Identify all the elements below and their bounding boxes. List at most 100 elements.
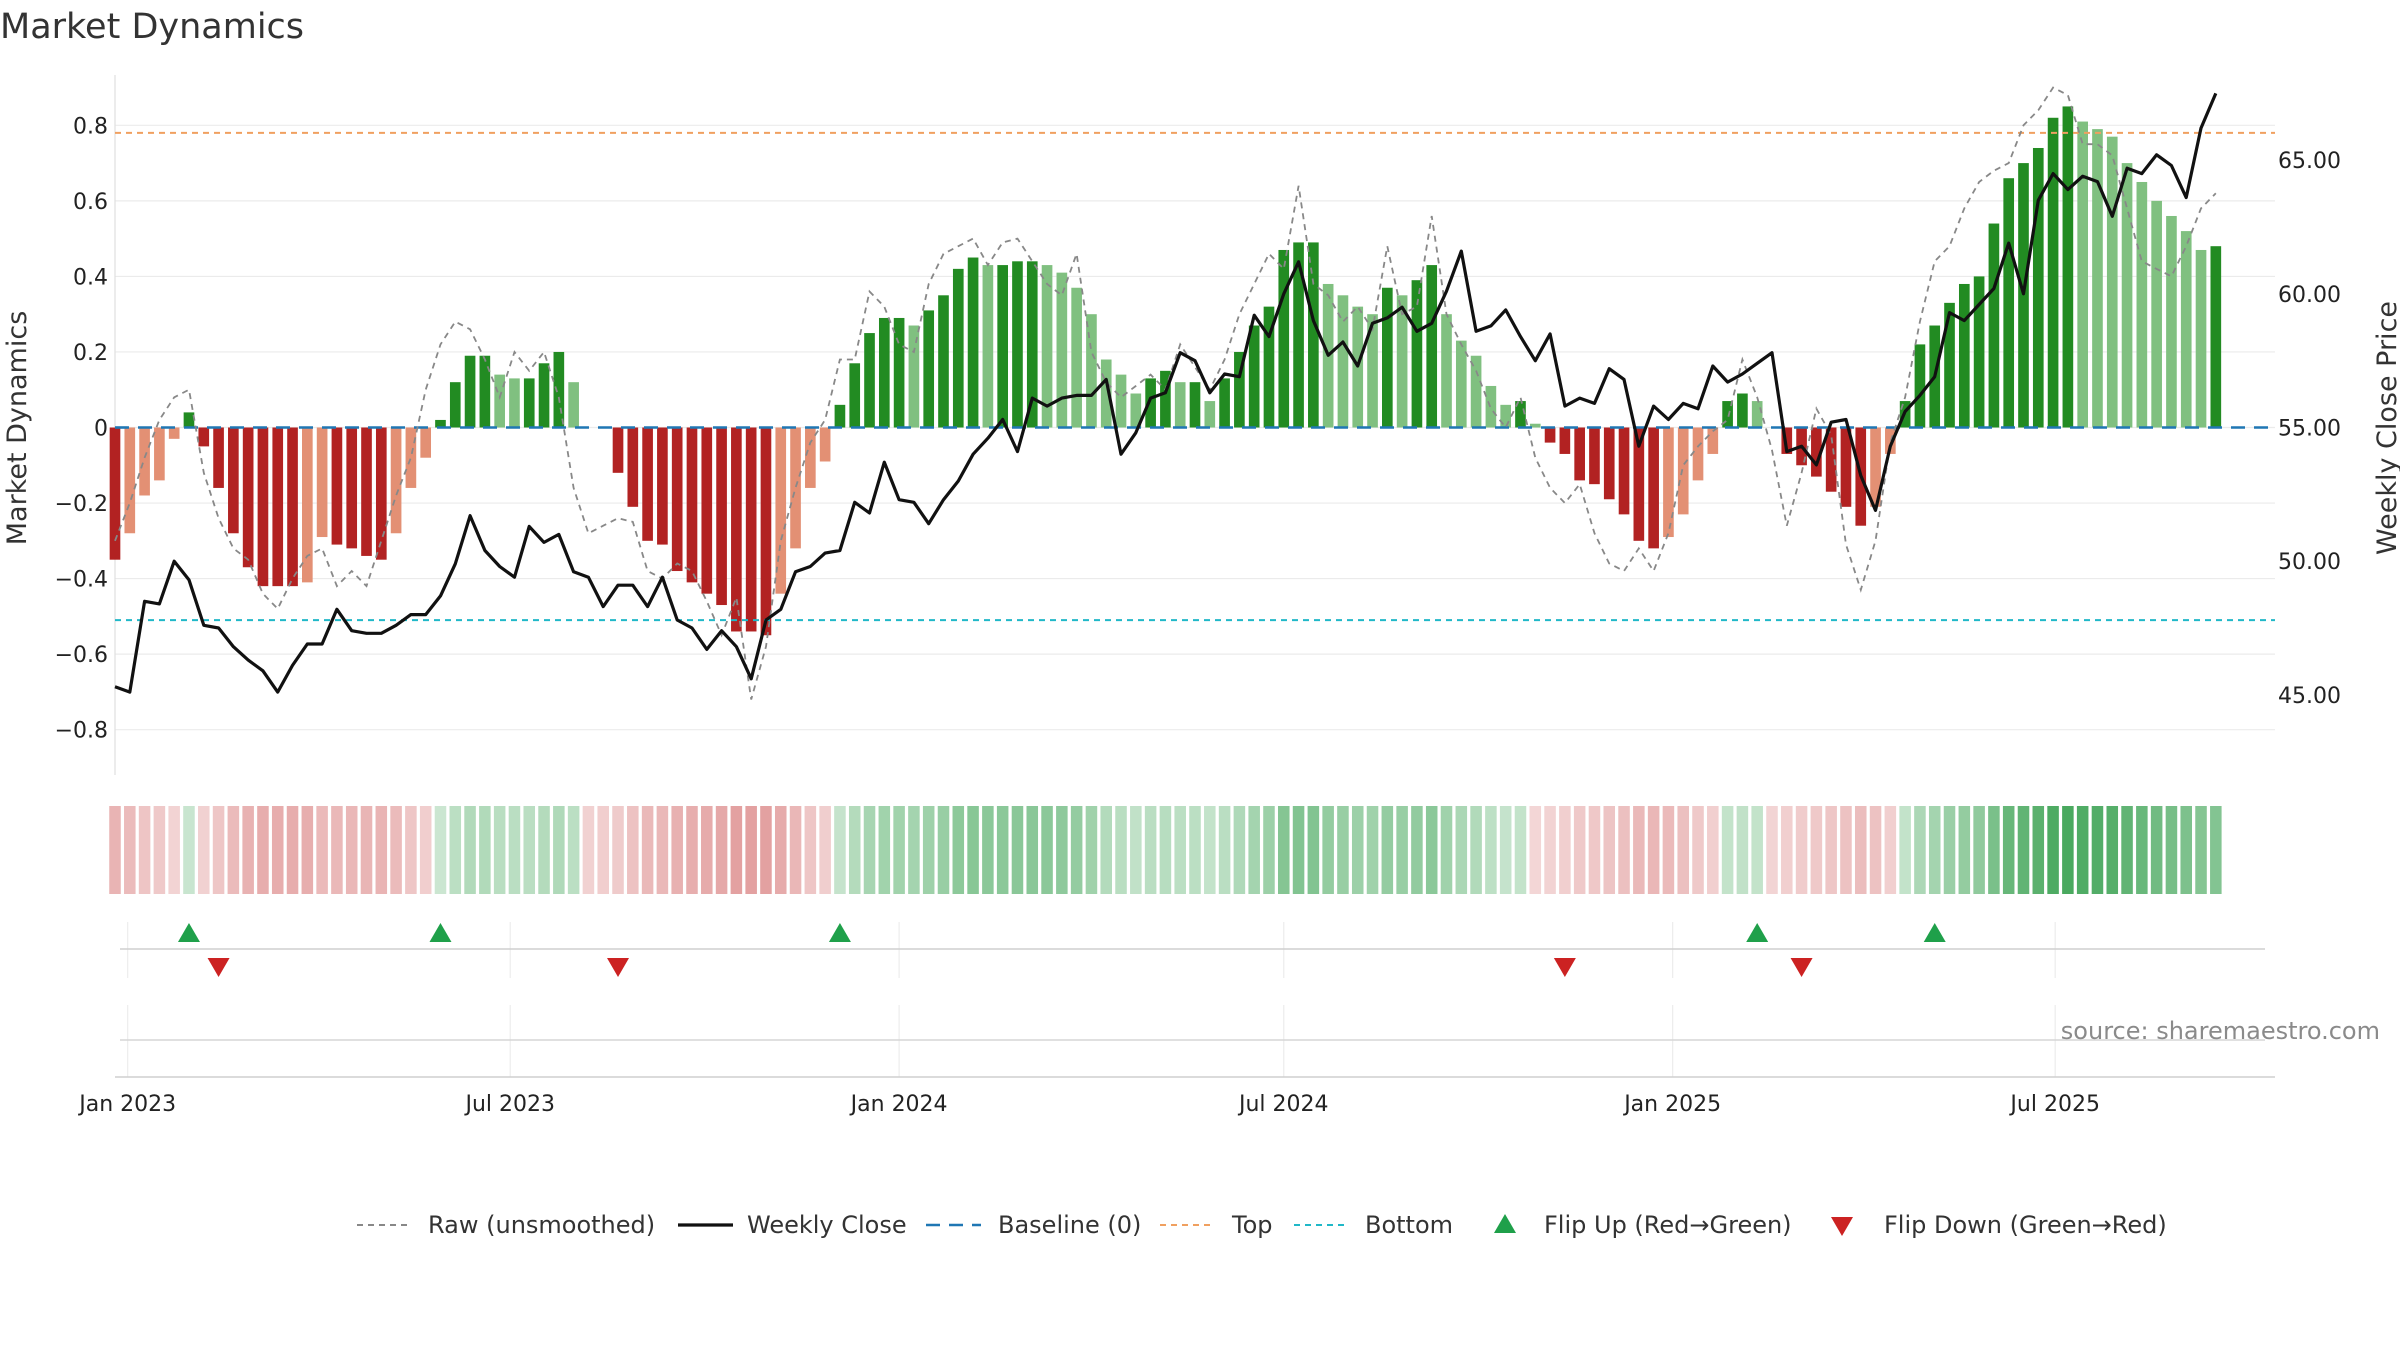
- bar: [657, 427, 668, 545]
- heat-cell: [168, 806, 180, 894]
- heat-cell: [686, 806, 698, 894]
- left-axis-ticks: 0.8 0.6 0.4 0.2 0 −0.2 −0.4 −0.6 −0.8: [55, 114, 108, 743]
- bar: [435, 419, 446, 428]
- heat-cell: [227, 806, 240, 894]
- heat-cell: [1721, 806, 1734, 894]
- heat-cell: [2210, 806, 2222, 894]
- bar: [849, 363, 861, 428]
- bar: [2032, 147, 2044, 428]
- flip-down-marker: [1553, 958, 1576, 977]
- bar: [1204, 401, 1216, 428]
- heat-cell: [1351, 806, 1364, 894]
- bar: [479, 355, 491, 428]
- bar: [2180, 231, 2192, 428]
- heat-cell: [242, 806, 254, 894]
- bar: [198, 427, 210, 447]
- bar: [2151, 200, 2162, 428]
- source-note: source: sharemaestro.com: [2061, 1017, 2380, 1045]
- heat-cell: [1425, 806, 1438, 894]
- bar: [316, 427, 328, 538]
- bar: [1737, 393, 1748, 428]
- heat-cell: [405, 806, 417, 894]
- bar: [1382, 287, 1393, 428]
- bar: [405, 427, 417, 488]
- bar: [716, 427, 727, 606]
- heat-cell: [582, 806, 595, 894]
- right-tick-label: 60.00: [2278, 283, 2341, 308]
- flip-up-marker: [828, 923, 851, 942]
- heat-cell: [1440, 806, 1453, 894]
- heat-cell: [1159, 806, 1172, 894]
- heat-cell: [1692, 806, 1704, 894]
- bar: [1248, 325, 1260, 428]
- heat-cell: [1810, 806, 1823, 894]
- heat-cell: [1381, 806, 1394, 894]
- x-tick-label: Jul 2025: [2008, 1092, 2100, 1117]
- right-axis-title: Weekly Close Price: [2372, 301, 2400, 555]
- bar: [819, 427, 831, 462]
- heat-cell: [2091, 806, 2104, 894]
- bar: [967, 257, 979, 428]
- heat-cell: [1662, 806, 1675, 894]
- bottom-panel: [115, 1005, 2275, 1078]
- bar: [1544, 427, 1556, 443]
- bar: [1441, 314, 1452, 428]
- bar: [2121, 163, 2133, 428]
- legend-item: Raw (unsmoothed): [357, 1211, 655, 1239]
- bar: [1396, 295, 1408, 428]
- bar: [775, 427, 787, 594]
- heat-cell: [937, 806, 950, 894]
- x-tick-label: Jan 2024: [849, 1092, 948, 1117]
- bar: [1174, 382, 1186, 428]
- heat-cell: [183, 806, 195, 894]
- heat-cell: [1514, 806, 1527, 894]
- x-axis-ticks: Jan 2023 Jul 2023 Jan 2024 Jul 2024 Jan 2025…: [77, 1092, 2100, 1117]
- heat-cell: [597, 806, 609, 894]
- bar: [642, 427, 653, 541]
- bar: [1529, 423, 1541, 428]
- heat-cell: [523, 806, 536, 894]
- legend-label: Weekly Close: [747, 1211, 907, 1239]
- heat-cell: [1736, 806, 1749, 894]
- heat-cell: [1337, 806, 1349, 894]
- heat-cell: [2032, 806, 2045, 894]
- heat-cell: [1455, 806, 1468, 894]
- bar: [1500, 404, 1512, 428]
- heat-cell: [1174, 806, 1186, 894]
- heat-cell: [1781, 806, 1793, 894]
- heat-cell: [1322, 806, 1334, 894]
- bar: [864, 333, 875, 428]
- heat-cell: [1411, 806, 1423, 894]
- legend-item: Bottom: [1294, 1211, 1453, 1239]
- legend-item: Flip Down (Green→Red): [1831, 1211, 2167, 1239]
- bar: [287, 427, 298, 587]
- heat-cell: [952, 806, 965, 894]
- heat-cell: [1204, 806, 1216, 894]
- heat-cell: [774, 806, 787, 894]
- heat-cell: [138, 806, 151, 894]
- bar: [1811, 427, 1822, 477]
- heat-cell: [804, 806, 817, 894]
- heat-cell: [493, 806, 506, 894]
- heat-cell: [1840, 806, 1852, 894]
- bar: [908, 325, 920, 428]
- bar: [1618, 427, 1630, 515]
- bar: [1056, 272, 1068, 428]
- heat-cell: [1633, 806, 1645, 894]
- heat-cell: [464, 806, 476, 894]
- bar: [168, 427, 180, 439]
- bar: [1026, 261, 1038, 428]
- bar: [982, 265, 994, 428]
- bar: [1722, 401, 1733, 428]
- heat-cell: [745, 806, 757, 894]
- flip-down-marker: [207, 958, 230, 977]
- bar: [361, 427, 372, 556]
- bar: [1337, 295, 1349, 428]
- heat-cell: [316, 806, 328, 894]
- heat-cell: [671, 806, 683, 894]
- bar: [494, 374, 505, 428]
- heat-cell: [1026, 806, 1039, 894]
- bar: [272, 427, 284, 587]
- bar: [1234, 351, 1245, 428]
- x-tick-label: Jan 2023: [77, 1092, 176, 1117]
